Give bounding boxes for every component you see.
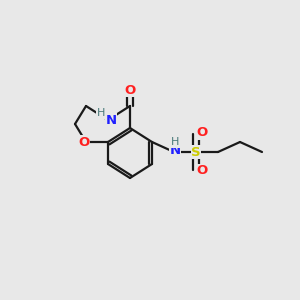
Text: H: H bbox=[97, 108, 105, 118]
Text: O: O bbox=[196, 127, 208, 140]
Text: H: H bbox=[171, 137, 179, 147]
Text: O: O bbox=[124, 83, 136, 97]
Text: O: O bbox=[78, 136, 90, 148]
Text: N: N bbox=[105, 113, 117, 127]
Text: S: S bbox=[191, 146, 201, 158]
Text: N: N bbox=[169, 143, 181, 157]
Text: O: O bbox=[196, 164, 208, 178]
